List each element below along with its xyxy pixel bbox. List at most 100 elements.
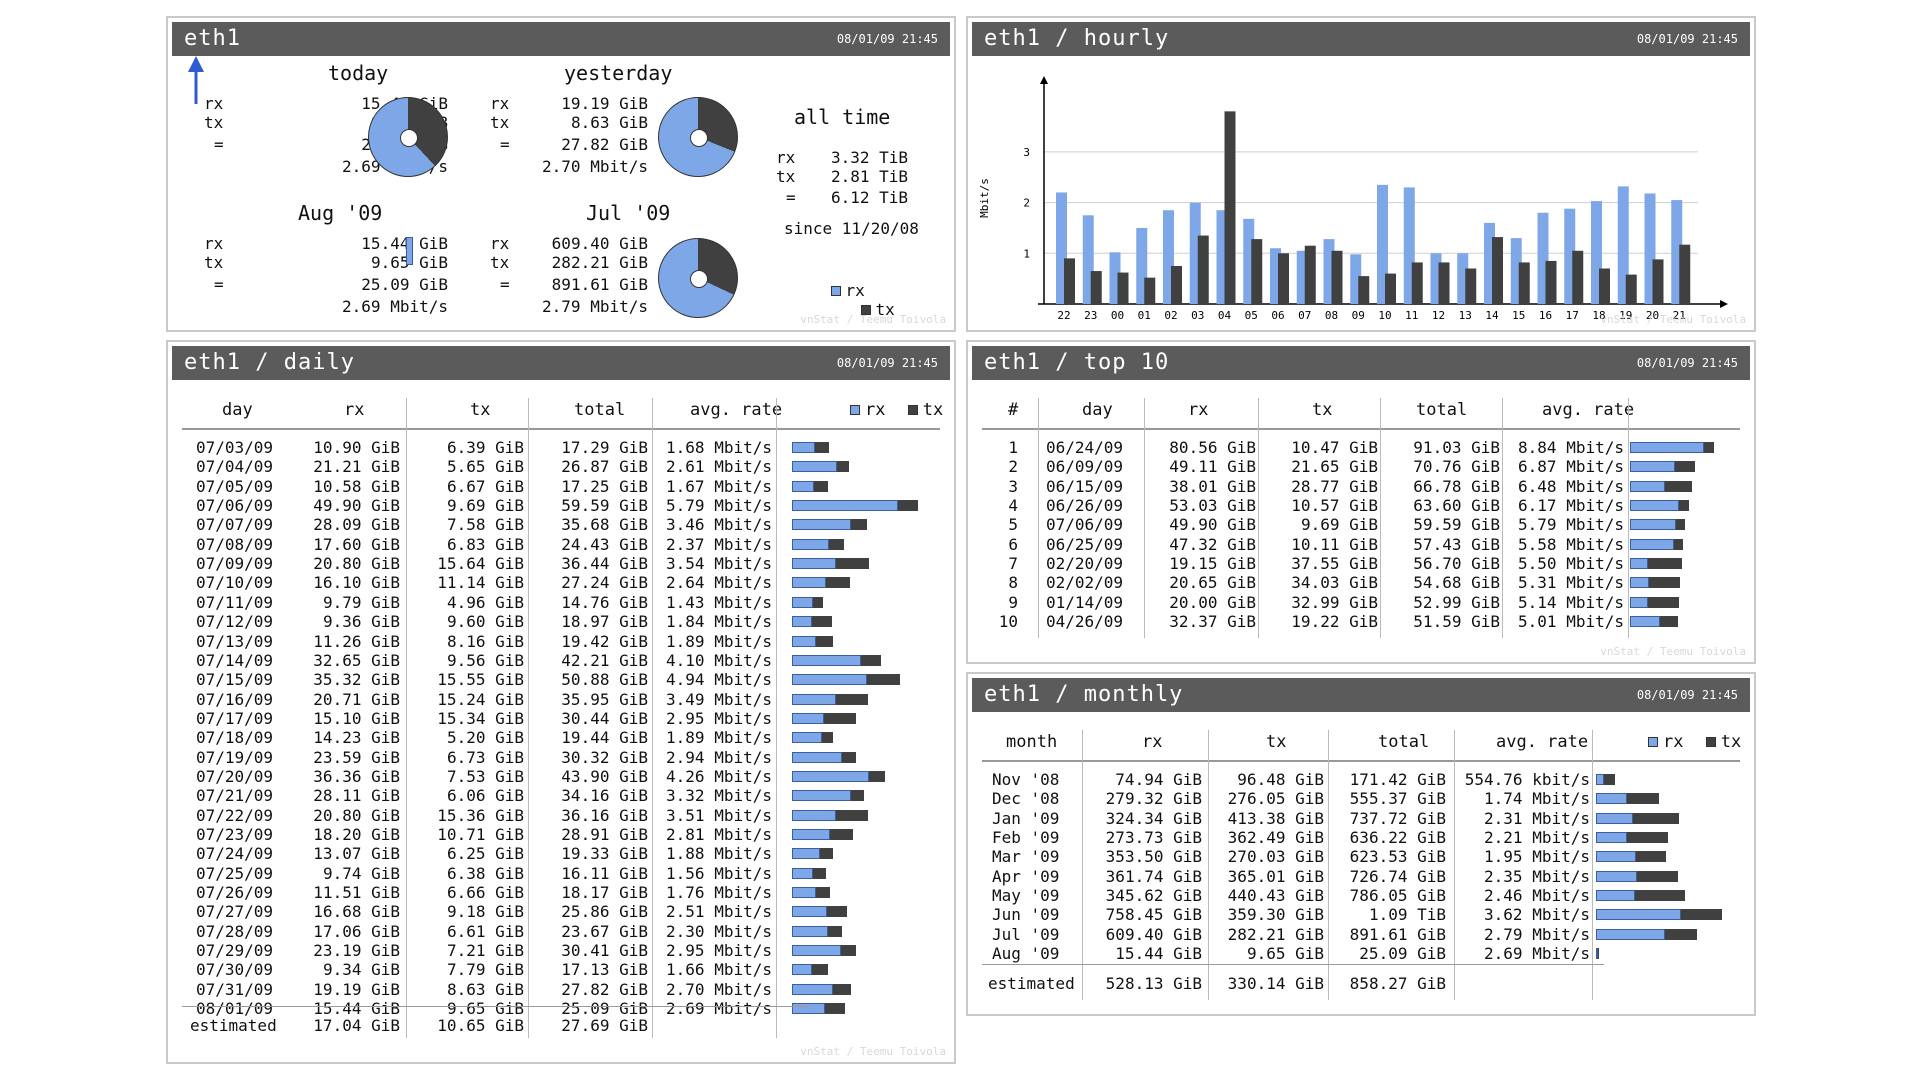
top10-row: 9 01/14/09 20.00 GiB 32.99 GiB 52.99 GiB 5.14…: [982, 593, 1742, 612]
hourly-rx-bar: [1136, 227, 1148, 304]
monthly-legend: rx tx: [1648, 732, 1741, 752]
top10-separator: [1628, 398, 1629, 638]
top10-cell-tx: 10.47 GiB: [1291, 438, 1378, 457]
daily-cell-rx: 23.59 GiB: [313, 747, 400, 767]
top10-col-tx: tx: [1312, 400, 1333, 420]
hourly-rx-bar: [1644, 193, 1656, 304]
monthly-estimated-total: 858.27 GiB: [1349, 974, 1446, 993]
top10-cell-rx: 49.90 GiB: [1169, 515, 1256, 535]
daily-tx-bar: [815, 442, 829, 453]
daily-cell-total: 24.43 GiB: [561, 534, 648, 554]
top10-cell-num: 8: [1008, 573, 1018, 593]
daily-rx-bar: [792, 732, 823, 744]
hourly-y-label: Mbit/s: [978, 178, 991, 218]
daily-tx-bar: [819, 848, 833, 860]
top10-cell-tx: 32.99 GiB: [1291, 592, 1378, 612]
top10-cell-day: 06/25/09: [1046, 534, 1124, 554]
monthly-tx-bar: [1627, 793, 1659, 805]
daily-footer: vnStat / Teemu Toivola: [800, 1045, 946, 1058]
daily-rx-bar: [792, 887, 817, 899]
daily-cell-rx: 9.79 GiB: [322, 592, 400, 612]
daily-cell-day: 07/21/09: [196, 786, 274, 806]
top10-cell-total: 63.60 GiB: [1413, 496, 1500, 516]
top10-col-day: day: [1082, 400, 1113, 420]
monthly-row: May '09 345.62 GiB 440.43 GiB 786.05 GiB 2.4…: [982, 886, 1742, 905]
daily-col-tx: tx: [470, 400, 491, 420]
hourly-rx-bar: [1430, 253, 1442, 304]
daily-timestamp: 08/01/09 21:45: [836, 356, 938, 370]
monthly-cell-rx: 353.50 GiB: [1105, 847, 1202, 867]
daily-cell-rx: 32.65 GiB: [313, 650, 400, 670]
hourly-x-tick: 00: [1111, 309, 1124, 322]
daily-cell-total: 34.16 GiB: [561, 786, 648, 806]
summary-title: eth1: [184, 26, 241, 51]
hourly-tx-bar: [1064, 258, 1075, 304]
daily-cell-total: 35.68 GiB: [561, 515, 648, 535]
hourly-rx-bar: [1457, 253, 1469, 304]
monthly-col-tx: tx: [1266, 732, 1287, 752]
daily-estimated-row: estimated 17.04 GiB 10.65 GiB 27.69 GiB: [182, 1016, 942, 1035]
daily-cell-tx: 15.24 GiB: [437, 689, 524, 709]
daily-separator: [406, 398, 407, 1038]
top10-row: 3 06/15/09 38.01 GiB 28.77 GiB 66.78 GiB 6.48…: [982, 477, 1742, 496]
daily-cell-total: 14.76 GiB: [561, 592, 648, 612]
monthly-cell-month: Jan '09: [992, 808, 1060, 828]
daily-cell-tx: 7.21 GiB: [446, 941, 524, 961]
daily-tx-bar: [897, 500, 918, 512]
top10-row: 10 04/26/09 32.37 GiB 19.22 GiB 51.59 GiB 5.0…: [982, 612, 1742, 631]
top10-cell-day: 06/09/09: [1046, 457, 1124, 477]
top10-rx-bar: [1630, 596, 1649, 608]
daily-cell-day: 07/14/09: [196, 650, 274, 670]
monthly-cell-tx: 359.30 GiB: [1227, 905, 1324, 925]
daily-rx-bar: [792, 964, 812, 976]
hourly-tx-bar: [1278, 253, 1289, 304]
daily-row: 07/22/09 20.80 GiB 15.36 GiB 36.16 GiB 3.51 …: [182, 806, 942, 825]
daily-rows: 07/03/09 10.90 GiB 6.39 GiB 17.29 GiB 1.68 M…: [182, 438, 942, 1018]
prev-month-rx: 609.40 GiB: [551, 234, 648, 253]
daily-cell-total: 17.25 GiB: [561, 476, 648, 496]
daily-cell-total: 17.13 GiB: [561, 960, 648, 980]
daily-title: eth1 / daily: [184, 350, 355, 375]
daily-tx-bar: [835, 809, 869, 821]
top10-cell-rx: 20.65 GiB: [1169, 573, 1256, 593]
monthly-cell-tx: 362.49 GiB: [1227, 828, 1324, 848]
hourly-panel: eth1 / hourly 08/01/09 21:45 1 2 3 Mbit/s 22…: [966, 16, 1756, 332]
daily-rx-bar: [792, 654, 862, 666]
daily-cell-rx: 20.71 GiB: [313, 689, 400, 709]
daily-cell-day: 07/15/09: [196, 670, 274, 690]
monthly-tx-bar: [1634, 890, 1685, 902]
top10-cell-rx: 20.00 GiB: [1169, 592, 1256, 612]
monthly-rx-bar: [1596, 948, 1598, 960]
hourly-tx-bar: [1331, 250, 1343, 304]
top10-cell-total: 56.70 GiB: [1413, 554, 1500, 574]
top10-cell-tx: 37.55 GiB: [1291, 554, 1378, 574]
monthly-tx-bar: [1604, 774, 1616, 785]
top10-cell-rate: 5.50 Mbit/s: [1518, 554, 1624, 574]
hourly-x-tick: 19: [1619, 309, 1632, 322]
daily-cell-rate: 2.51 Mbit/s: [666, 902, 772, 922]
arrow-up-icon: [188, 56, 204, 104]
monthly-cell-total: 737.72 GiB: [1349, 808, 1446, 828]
daily-cell-rx: 49.90 GiB: [313, 496, 400, 516]
daily-tx-bar: [835, 693, 868, 705]
daily-cell-total: 25.86 GiB: [561, 902, 648, 922]
daily-tx-bar: [823, 712, 857, 724]
daily-cell-rate: 2.69 Mbit/s: [666, 999, 772, 1019]
daily-cell-tx: 9.60 GiB: [446, 612, 524, 632]
daily-tx-bar: [812, 596, 824, 608]
top10-cell-total: 52.99 GiB: [1413, 592, 1500, 612]
top10-col-rx: rx: [1188, 400, 1209, 420]
daily-tx-bar: [866, 674, 900, 686]
monthly-tx-bar: [1635, 851, 1667, 863]
daily-column-headers: day rx tx total avg. rate rx tx: [182, 398, 943, 430]
top10-cell-day: 02/20/09: [1046, 554, 1124, 574]
monthly-cell-rate: 2.31 Mbit/s: [1484, 808, 1590, 828]
daily-cell-rate: 2.95 Mbit/s: [666, 708, 772, 728]
top10-title: eth1 / top 10: [984, 350, 1170, 375]
daily-row: 07/15/09 35.32 GiB 15.55 GiB 50.88 GiB 4.94 …: [182, 670, 942, 689]
daily-row: 07/13/09 11.26 GiB 8.16 GiB 19.42 GiB 1.89 M…: [182, 632, 942, 651]
daily-row: 07/17/09 15.10 GiB 15.34 GiB 30.44 GiB 2.95 …: [182, 709, 942, 728]
daily-rx-bar: [792, 983, 833, 995]
daily-cell-rate: 3.54 Mbit/s: [666, 554, 772, 574]
monthly-cell-rx: 279.32 GiB: [1105, 789, 1202, 809]
